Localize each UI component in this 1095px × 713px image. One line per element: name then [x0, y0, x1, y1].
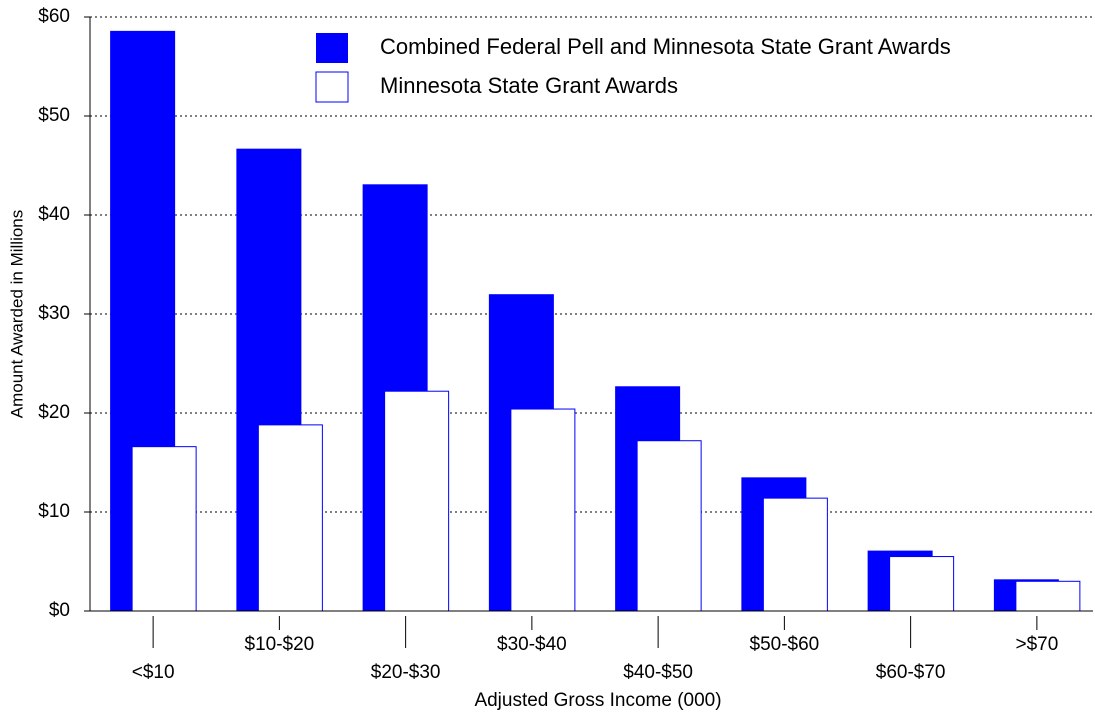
bar: [384, 390, 450, 612]
legend-swatch: [315, 71, 349, 103]
y-tick-label: $60: [38, 6, 70, 27]
x-axis-title: Adjusted Gross Income (000): [474, 690, 721, 711]
bar: [257, 424, 323, 612]
x-tick-label: $50-$60: [750, 634, 820, 655]
x-tick-label: >$70: [1015, 634, 1058, 655]
y-tick-label: $40: [38, 204, 70, 225]
y-tick-label: $0: [49, 600, 70, 621]
legend-swatch: [316, 33, 348, 63]
y-axis-title: Amount Awarded in Millions: [7, 210, 26, 419]
y-tick-label: $10: [38, 501, 70, 522]
bar: [889, 556, 955, 612]
bar: [510, 408, 576, 612]
x-tick-label: $20-$30: [371, 662, 441, 683]
y-tick-label: $50: [38, 105, 70, 126]
x-tick-label: <$10: [132, 662, 175, 683]
y-tick-label: $20: [38, 402, 70, 423]
x-tick-label: $10-$20: [245, 634, 315, 655]
x-tick-label: $60-$70: [876, 662, 946, 683]
bar: [636, 440, 702, 612]
bar: [762, 497, 828, 612]
y-tick-label: $30: [38, 303, 70, 324]
bar: [1015, 580, 1081, 612]
x-tick-label: $30-$40: [497, 634, 567, 655]
x-tick-label: $40-$50: [623, 662, 693, 683]
legend-label: Combined Federal Pell and Minnesota Stat…: [380, 34, 951, 59]
bar: [131, 446, 197, 612]
legend-label: Minnesota State Grant Awards: [380, 73, 678, 98]
